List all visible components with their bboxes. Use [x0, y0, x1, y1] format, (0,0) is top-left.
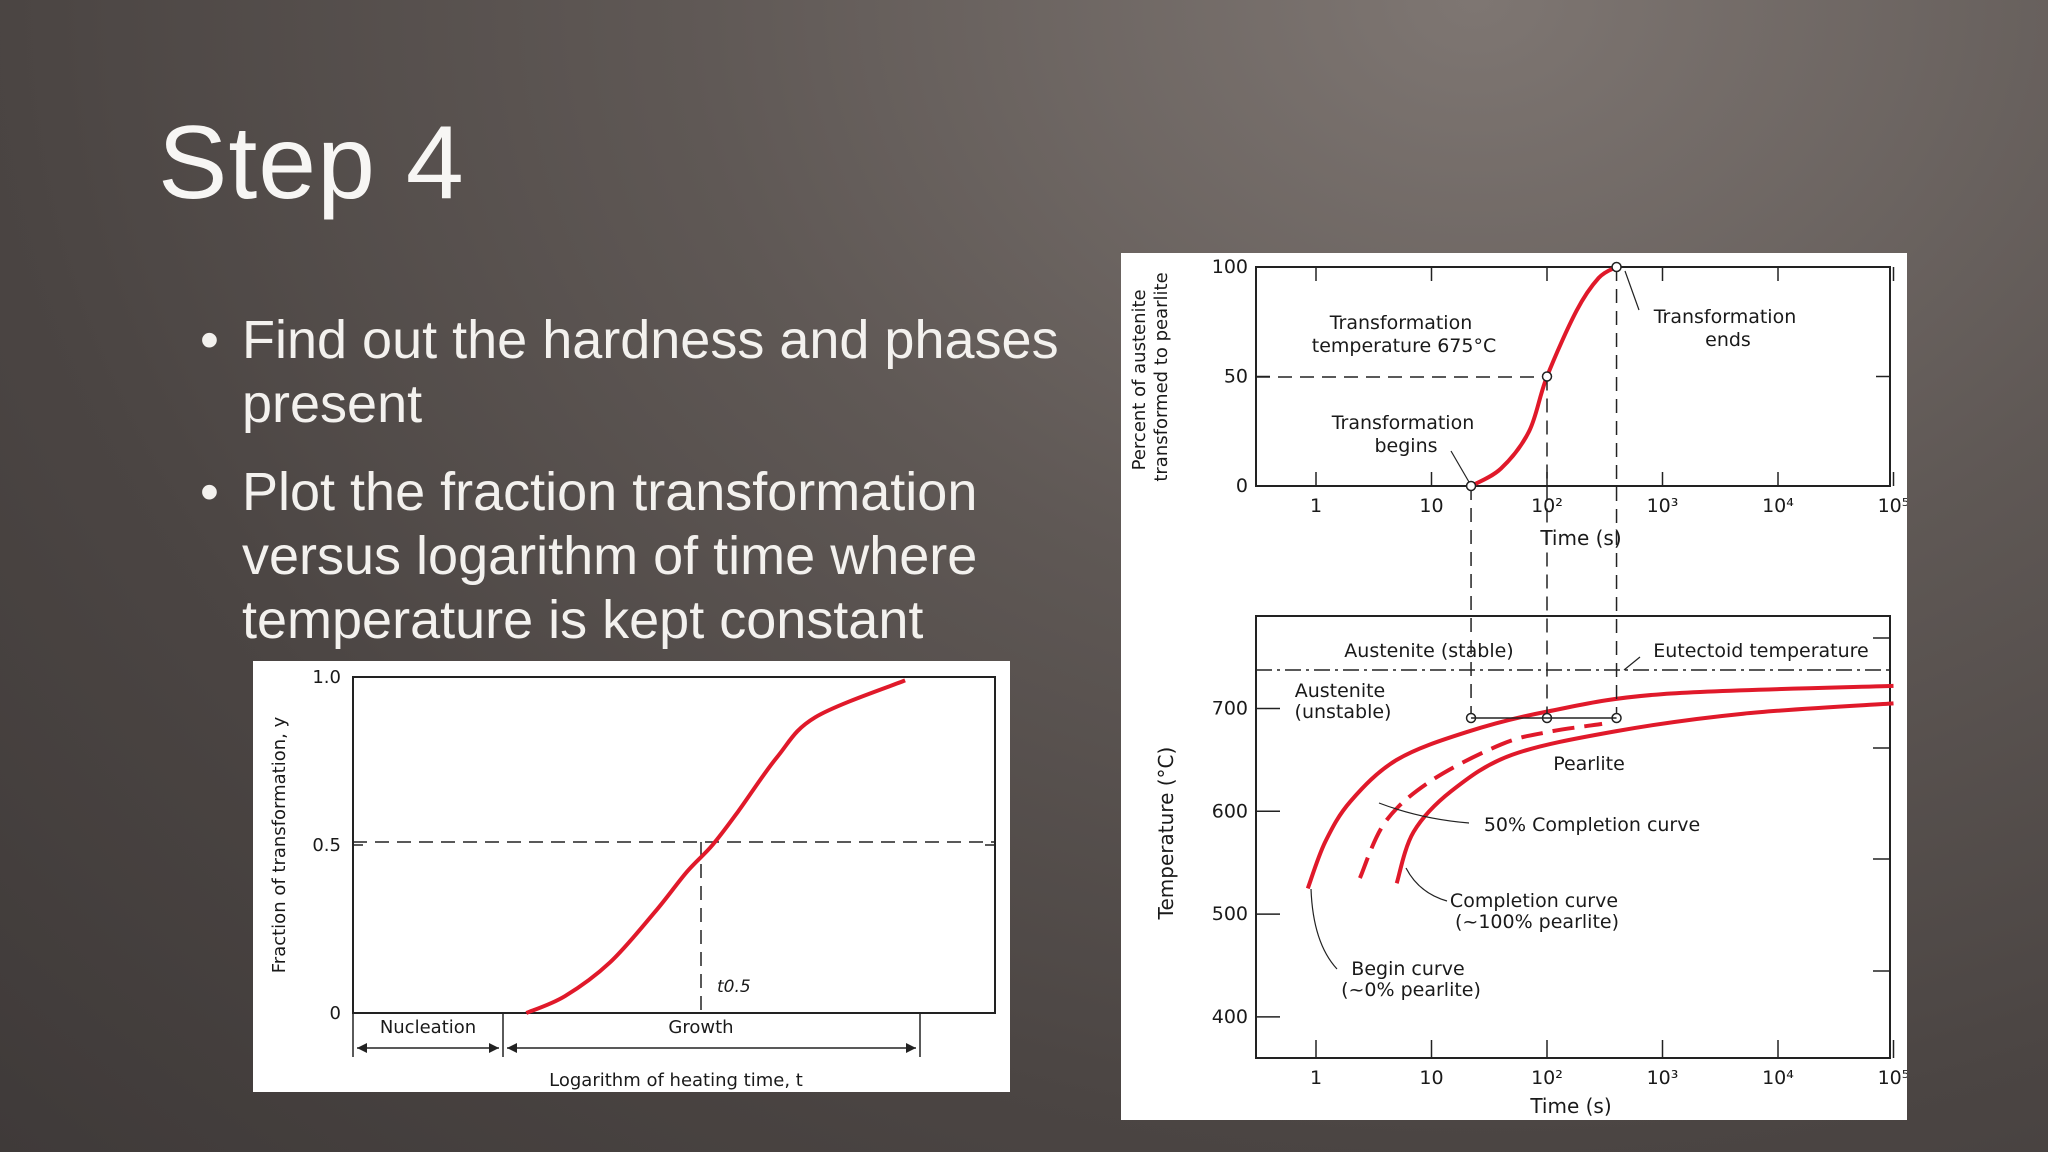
x-tick-label: 10²: [1531, 1067, 1563, 1089]
y-tick-label: 400: [1212, 1006, 1248, 1028]
annotation-transformation-ends: Transformation ends: [1653, 306, 1803, 351]
annotation-transformation-begins: Transformation begins: [1331, 412, 1481, 457]
y-tick-label: 100: [1212, 256, 1248, 278]
annotation-eutectoid-temperature: Eutectoid temperature: [1653, 640, 1869, 662]
plot-frame: [352, 676, 996, 1014]
begin-curve: [1305, 683, 1894, 890]
y-tick-label: 1.0: [312, 667, 341, 688]
t-half-label: t0.5: [717, 977, 751, 997]
annotation-begin-curve: Begin curve (~0% pearlite): [1341, 958, 1481, 1001]
isothermal-transformation-figure: 1 10 10² 10³ 10⁴ 10⁵ 0 50 100 Percent of austen…: [1121, 253, 1907, 1120]
isothermal-charts: 1 10 10² 10³ 10⁴ 10⁵ 0 50 100 Percent of austen…: [1129, 256, 1907, 1118]
x-tick-label: 10³: [1647, 495, 1679, 517]
x-tick-label: 1: [1310, 495, 1322, 517]
x-tick-label: 10⁵: [1878, 495, 1907, 517]
x-tick-label: 10: [1419, 1067, 1443, 1089]
annotation-austenite-unstable: Austenite (unstable): [1295, 680, 1392, 723]
annotation-half-completion: 50% Completion curve: [1484, 814, 1700, 836]
slide-title: Step 4: [158, 105, 465, 221]
marker-point: [1541, 371, 1553, 382]
annotation-transformation-temperature: Transformation temperature 675°C: [1312, 312, 1497, 357]
y-tick-label: 500: [1212, 903, 1248, 925]
bottom-x-axis-label: Time (s): [1529, 1094, 1611, 1118]
bullet-item: Plot the fraction transformation versus …: [200, 460, 1080, 652]
y-tick-label: 600: [1212, 800, 1248, 822]
region-label-nucleation: Nucleation: [380, 1017, 476, 1038]
x-tick-label: 10⁴: [1762, 1067, 1794, 1089]
fraction-chart: 0 0.5 1.0 t0.5 Nucleation Growth Logarithm…: [269, 667, 996, 1091]
annotation-completion-curve: Completion curve (~100% pearlite): [1450, 890, 1624, 933]
marker-point: [1465, 480, 1477, 492]
y-tick-label: 0.5: [312, 835, 341, 856]
x-tick-label: 10⁴: [1762, 495, 1794, 517]
x-tick-label: 10³: [1647, 1067, 1679, 1089]
annotation-pearlite: Pearlite: [1553, 753, 1625, 775]
marker-point: [1611, 261, 1622, 273]
bullet-item: Find out the hardness and phases present: [200, 308, 1080, 436]
completion-curve: [1394, 701, 1894, 884]
top-y-axis-label: Percent of austenite transformed to pear…: [1129, 272, 1172, 481]
x-axis-label: Logarithm of heating time, t: [549, 1070, 803, 1091]
x-tick-label: 1: [1310, 1067, 1322, 1089]
transformation-curve: [525, 678, 906, 1015]
y-tick-label: 700: [1212, 698, 1248, 720]
x-tick-label: 10⁵: [1878, 1067, 1907, 1089]
top-x-axis-label: Time (s): [1539, 526, 1621, 550]
bottom-y-axis-label: Temperature (°C): [1154, 747, 1178, 921]
bottom-plot-frame: [1255, 615, 1891, 1059]
region-label-growth: Growth: [668, 1017, 733, 1038]
bullet-list: Find out the hardness and phases present…: [200, 308, 1080, 676]
y-tick-label: 0: [1236, 475, 1248, 497]
y-tick-label: 0: [330, 1003, 341, 1024]
x-tick-label: 10²: [1531, 495, 1563, 517]
y-axis-label: Fraction of transformation, y: [269, 716, 290, 973]
fraction-transformation-figure: 0 0.5 1.0 t0.5 Nucleation Growth Logarithm…: [253, 661, 1010, 1092]
annotation-austenite-stable: Austenite (stable): [1344, 640, 1513, 662]
half-completion-curve: [1358, 721, 1603, 879]
x-tick-label: 10: [1419, 495, 1443, 517]
y-tick-label: 50: [1224, 366, 1248, 388]
